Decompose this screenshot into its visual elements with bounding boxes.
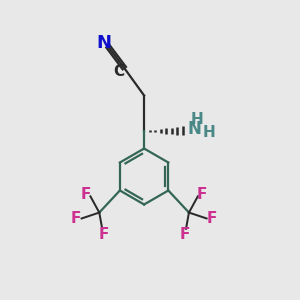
Text: F: F <box>207 211 217 226</box>
Text: F: F <box>98 226 109 242</box>
Text: H: H <box>191 112 203 127</box>
Text: N: N <box>96 34 111 52</box>
Text: F: F <box>71 211 82 226</box>
Text: F: F <box>179 226 190 242</box>
Text: F: F <box>81 188 91 202</box>
Text: C: C <box>113 64 124 80</box>
Text: F: F <box>197 188 207 202</box>
Text: N: N <box>188 120 202 138</box>
Text: H: H <box>203 125 216 140</box>
